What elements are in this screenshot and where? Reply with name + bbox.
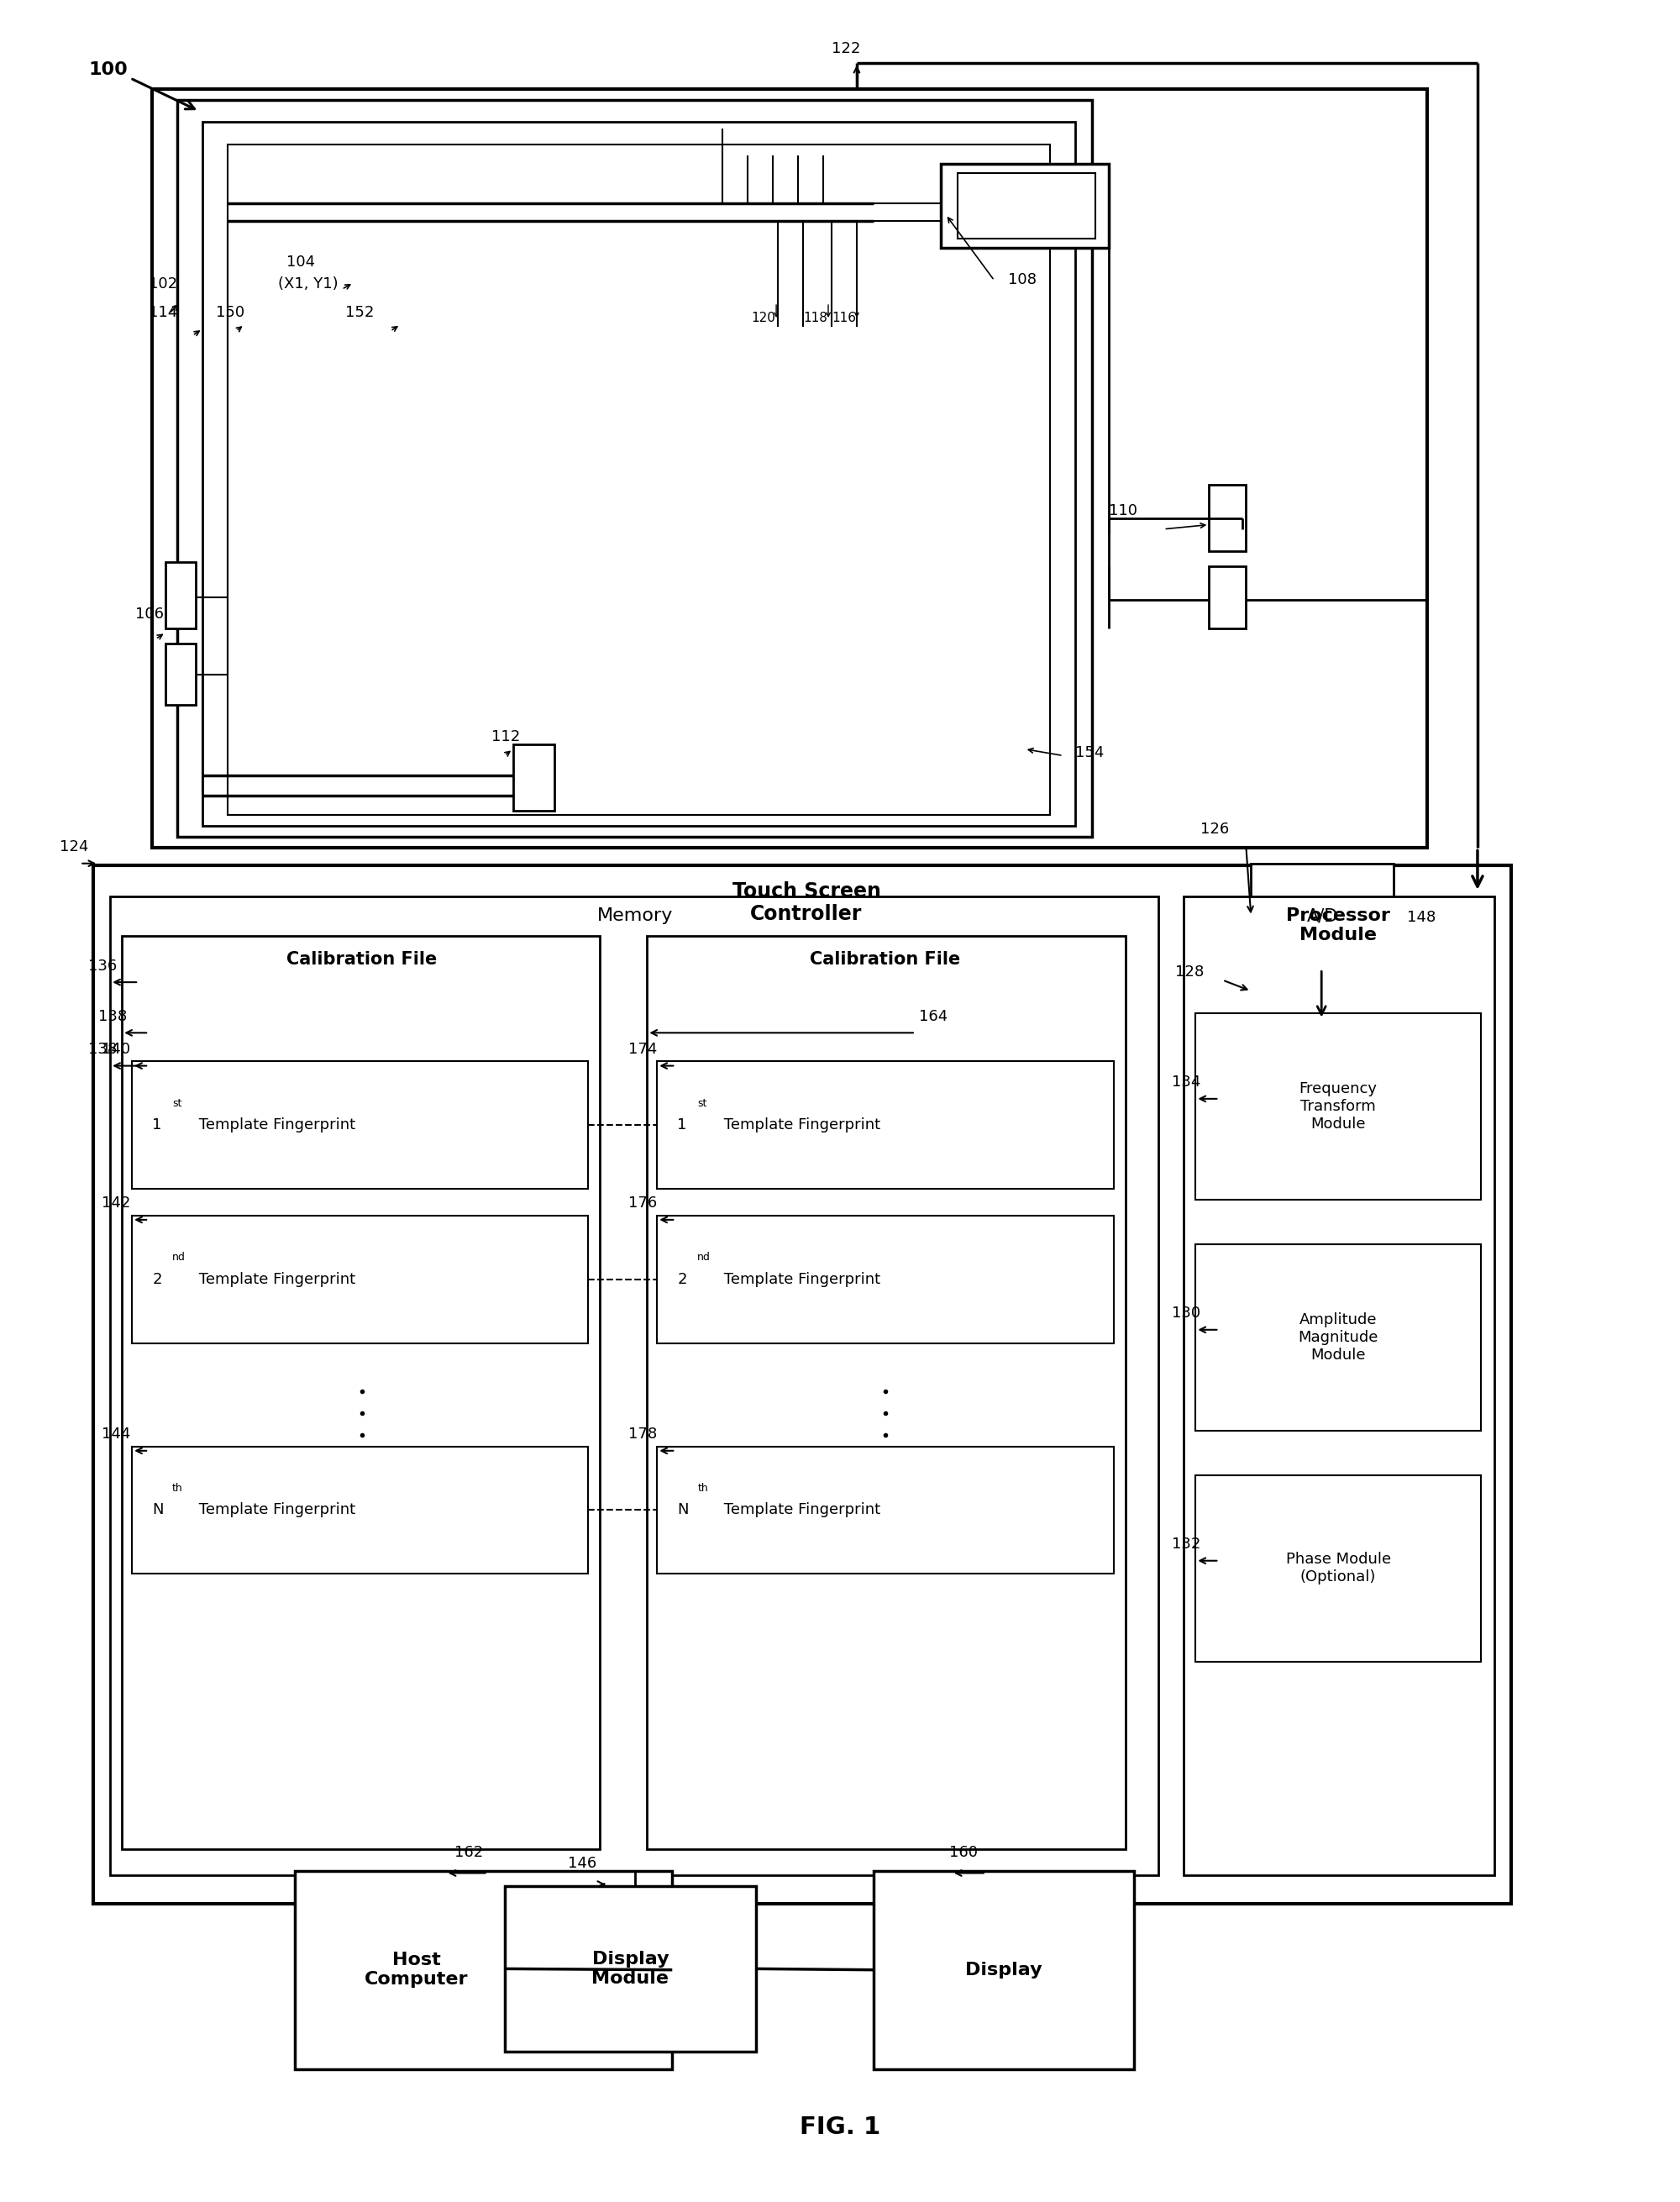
- Bar: [153, 88, 1428, 848]
- Text: 162: 162: [454, 1845, 482, 1861]
- Text: Template Fingerprint: Template Fingerprint: [195, 1502, 356, 1517]
- Text: 106: 106: [136, 606, 165, 621]
- Text: nd: nd: [697, 1251, 711, 1262]
- Text: 164: 164: [919, 1009, 948, 1024]
- Text: Display: Display: [964, 1962, 1042, 1977]
- Text: Template Fingerprint: Template Fingerprint: [195, 1119, 356, 1132]
- Text: Template Fingerprint: Template Fingerprint: [719, 1271, 880, 1286]
- Text: 128: 128: [1176, 964, 1205, 980]
- Text: Template Fingerprint: Template Fingerprint: [719, 1119, 880, 1132]
- Bar: [657, 1216, 1114, 1343]
- Text: 176: 176: [628, 1196, 657, 1211]
- Text: Template Fingerprint: Template Fingerprint: [195, 1271, 356, 1286]
- Bar: [228, 143, 1050, 815]
- Text: 140: 140: [102, 1042, 131, 1057]
- Bar: [657, 1447, 1114, 1574]
- Text: Amplitude
Magnitude
Module: Amplitude Magnitude Module: [1299, 1312, 1378, 1363]
- Text: 138: 138: [99, 1009, 128, 1024]
- Text: 122: 122: [832, 42, 860, 57]
- Text: Host
Computer: Host Computer: [365, 1951, 469, 1988]
- Text: 134: 134: [1173, 1075, 1201, 1090]
- Text: 138: 138: [89, 1042, 118, 1057]
- Bar: [133, 1216, 588, 1343]
- Bar: [133, 1447, 588, 1574]
- Bar: [512, 744, 554, 810]
- Text: N: N: [153, 1502, 163, 1517]
- Text: Template Fingerprint: Template Fingerprint: [719, 1502, 880, 1517]
- Text: 104: 104: [286, 255, 316, 269]
- Bar: [133, 1061, 588, 1189]
- Bar: [504, 1887, 756, 2052]
- Text: 174: 174: [628, 1042, 657, 1057]
- Text: 114: 114: [150, 306, 178, 319]
- Bar: [203, 121, 1075, 826]
- Text: Frequency
Transform
Module: Frequency Transform Module: [1299, 1081, 1378, 1132]
- Text: Memory: Memory: [598, 907, 674, 925]
- Text: nd: nd: [173, 1251, 185, 1262]
- Text: 2: 2: [677, 1271, 687, 1286]
- Text: 2: 2: [153, 1271, 161, 1286]
- Text: 152: 152: [344, 306, 375, 319]
- Text: th: th: [173, 1482, 183, 1493]
- Text: FIG. 1: FIG. 1: [800, 2116, 880, 2138]
- Text: 144: 144: [102, 1427, 131, 1442]
- Text: 146: 146: [568, 1856, 596, 1872]
- Bar: [1196, 1013, 1480, 1200]
- Text: Calibration File: Calibration File: [810, 951, 961, 969]
- Text: th: th: [697, 1482, 707, 1493]
- Text: 132: 132: [1173, 1537, 1201, 1552]
- Text: 154: 154: [1075, 744, 1104, 760]
- Bar: [874, 1872, 1134, 2070]
- Bar: [294, 1872, 672, 2070]
- Bar: [1252, 863, 1394, 969]
- Bar: [958, 172, 1095, 238]
- Text: 118: 118: [803, 313, 827, 324]
- Text: st: st: [697, 1099, 707, 1108]
- Text: Calibration File: Calibration File: [287, 951, 437, 969]
- Text: 178: 178: [628, 1427, 657, 1442]
- Text: 100: 100: [89, 62, 128, 77]
- Bar: [94, 865, 1510, 1905]
- Text: st: st: [173, 1099, 181, 1108]
- Text: 142: 142: [102, 1196, 131, 1211]
- Bar: [657, 1061, 1114, 1189]
- Text: 130: 130: [1173, 1306, 1201, 1321]
- Text: 150: 150: [217, 306, 245, 319]
- Bar: [178, 99, 1092, 837]
- Text: 160: 160: [949, 1845, 978, 1861]
- Bar: [166, 643, 197, 705]
- Text: Display
Module: Display Module: [591, 1951, 669, 1986]
- Text: 126: 126: [1201, 821, 1230, 837]
- Bar: [647, 936, 1126, 1850]
- Text: 102: 102: [150, 277, 178, 291]
- Text: 1: 1: [677, 1119, 687, 1132]
- Text: 110: 110: [1109, 502, 1137, 517]
- Bar: [166, 562, 197, 628]
- Bar: [1210, 566, 1247, 628]
- Text: Touch Screen
Controller: Touch Screen Controller: [732, 881, 880, 925]
- Text: 136: 136: [89, 958, 118, 973]
- Text: 116: 116: [832, 313, 857, 324]
- Text: 112: 112: [491, 729, 519, 744]
- Text: N: N: [677, 1502, 689, 1517]
- Bar: [123, 936, 600, 1850]
- Bar: [1210, 484, 1247, 550]
- Text: A/D: A/D: [1307, 907, 1337, 925]
- Text: 1: 1: [153, 1119, 161, 1132]
- Bar: [1196, 1475, 1480, 1663]
- Bar: [1196, 1244, 1480, 1431]
- Bar: [941, 163, 1109, 247]
- Text: 120: 120: [751, 313, 776, 324]
- Text: Phase Module
(Optional): Phase Module (Optional): [1285, 1552, 1391, 1585]
- Text: (X1, Y1): (X1, Y1): [277, 277, 338, 291]
- Bar: [111, 896, 1159, 1876]
- Bar: [1184, 896, 1494, 1876]
- Text: Processor
Module: Processor Module: [1287, 907, 1391, 945]
- Text: 108: 108: [1008, 273, 1037, 286]
- Text: 124: 124: [60, 839, 89, 854]
- Text: 148: 148: [1408, 909, 1436, 925]
